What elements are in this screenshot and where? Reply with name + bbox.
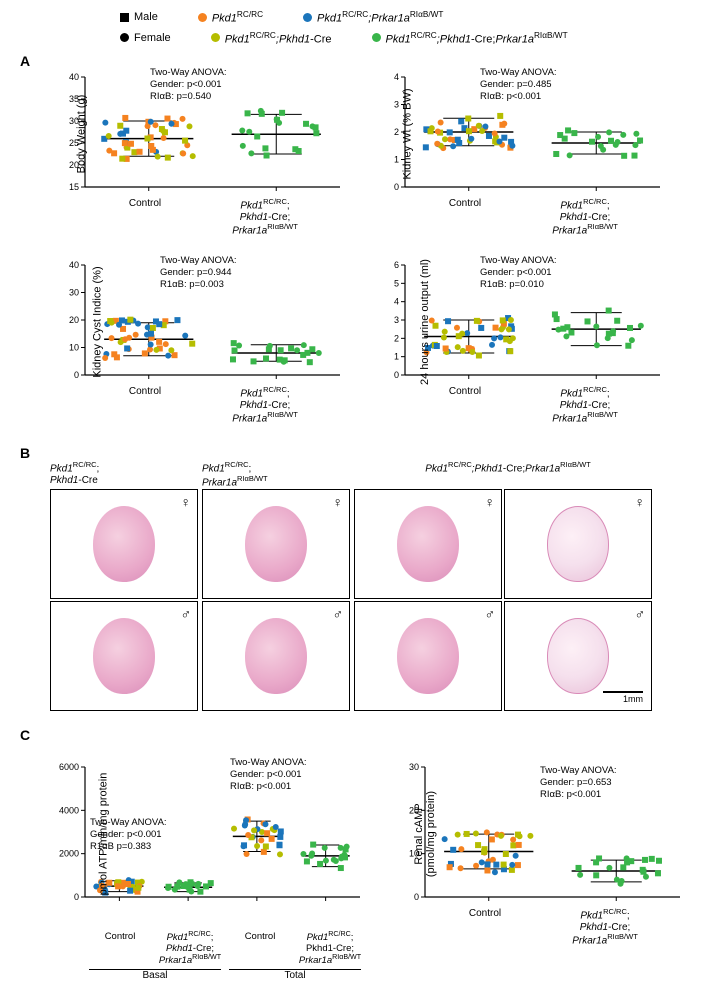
histology-image: ♂	[354, 601, 502, 711]
svg-text:0: 0	[394, 370, 399, 380]
panel-c: C pmol ATP/min/mg protein Two-Way ANOVA:…	[20, 727, 681, 909]
svg-text:6: 6	[394, 260, 399, 270]
svg-text:30: 30	[69, 288, 79, 298]
legend-grp1: Pkd1RC/RC	[198, 10, 263, 25]
histology-image: ♀	[202, 489, 350, 599]
ylabel: Renal cAMP(pmol/mg protein)	[413, 791, 437, 877]
legend-female: Female	[120, 31, 171, 46]
anova-text: Two-Way ANOVA: Gender: p=0.485 RIαB: p<0…	[480, 67, 557, 103]
panel-b-label: B	[20, 445, 681, 461]
chart-atp: pmol ATP/min/mg protein Two-Way ANOVA: G…	[50, 759, 370, 909]
chart-camp: Renal cAMP(pmol/mg protein) Two-Way ANOV…	[390, 759, 690, 909]
histology-image: ♀	[504, 489, 652, 599]
panel-b: B Pkd1RC/RC;Pkhd1-Cre Pkd1RC/RC;Prkar1aR…	[20, 445, 681, 711]
svg-text:6000: 6000	[59, 762, 79, 772]
svg-text:1: 1	[394, 352, 399, 362]
svg-text:4000: 4000	[59, 805, 79, 815]
figure-root: Male Pkd1RC/RC Pkd1RC/RC;Prkar1aRIαB/WT …	[0, 0, 701, 919]
svg-text:3: 3	[394, 315, 399, 325]
histology-image: ♀	[50, 489, 198, 599]
ylabel: Kidney Wt (% BW)	[402, 89, 414, 180]
svg-text:4: 4	[394, 297, 399, 307]
chart-kidney-wt: Kidney Wt (% BW) Two-Way ANOVA: Gender: …	[370, 69, 670, 199]
svg-text:0: 0	[74, 892, 79, 902]
ylabel: Kidney Cyst Indice (%)	[92, 267, 104, 378]
svg-text:2000: 2000	[59, 849, 79, 859]
legend-grp4: Pkd1RC/RC;Pkhd1-Cre;Prkar1aRIαB/WT	[372, 31, 568, 46]
svg-text:40: 40	[69, 72, 79, 82]
svg-text:1: 1	[394, 155, 399, 165]
histology-image: ♂	[50, 601, 198, 711]
anova-text: Two-Way ANOVA: Gender: p<0.001 R1αB p=0.…	[90, 817, 167, 853]
svg-text:0: 0	[74, 370, 79, 380]
svg-text:30: 30	[409, 762, 419, 772]
chart-cyst-indice: Kidney Cyst Indice (%) Two-Way ANOVA: Ge…	[50, 257, 350, 387]
anova-text: Two-Way ANOVA: Gender: p=0.944 R1αB: p=0…	[160, 255, 237, 291]
chart-body-weight: Body Weight (g) Two-Way ANOVA: Gender: p…	[50, 69, 350, 199]
svg-text:2: 2	[394, 127, 399, 137]
xlabel-control: Control	[85, 198, 205, 237]
anova-text: Two-Way ANOVA: Gender: p<0.001 RIαB: p=0…	[150, 67, 227, 103]
svg-text:20: 20	[69, 315, 79, 325]
histology-image: ♀	[354, 489, 502, 599]
ylabel: Body Weight (g)	[75, 95, 87, 174]
xlabel-treat: Pkd1RC/RC; Pkhd1-Cre; Prkar1aRIαB/WT	[205, 198, 325, 237]
svg-text:15: 15	[69, 182, 79, 192]
panel-a-label: A	[20, 53, 681, 69]
ylabel: 24 hours urine output (ml)	[419, 259, 431, 385]
histology-image: ♂1mm	[504, 601, 652, 711]
anova-text: Two-Way ANOVA: Gender: p=0.653 RIαB: p<0…	[540, 765, 617, 801]
svg-text:4: 4	[394, 72, 399, 82]
legend-male: Male	[120, 10, 158, 25]
anova-text: Two-Way ANOVA: Gender: p<0.001 R1αB: p=0…	[480, 255, 557, 291]
histology-image: ♂	[202, 601, 350, 711]
panel-c-label: C	[20, 727, 681, 743]
svg-text:3: 3	[394, 100, 399, 110]
chart-urine-output: 24 hours urine output (ml) Two-Way ANOVA…	[370, 257, 670, 387]
svg-text:40: 40	[69, 260, 79, 270]
panel-a: A Body Weight (g) Two-Way ANOVA: Gender:…	[20, 53, 681, 395]
svg-text:0: 0	[414, 892, 419, 902]
legend: Male Pkd1RC/RC Pkd1RC/RC;Prkar1aRIαB/WT …	[20, 10, 681, 45]
legend-grp2: Pkd1RC/RC;Pkhd1-Cre	[211, 31, 332, 46]
svg-text:2: 2	[394, 334, 399, 344]
svg-text:0: 0	[394, 182, 399, 192]
legend-grp3: Pkd1RC/RC;Prkar1aRIαB/WT	[303, 10, 443, 25]
svg-text:5: 5	[394, 279, 399, 289]
anova-text: Two-Way ANOVA: Gender: p<0.001 RIαB: p<0…	[230, 757, 307, 793]
svg-text:10: 10	[69, 343, 79, 353]
